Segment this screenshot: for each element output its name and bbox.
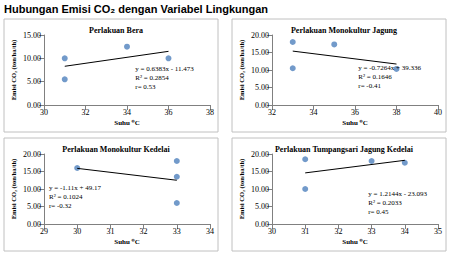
svg-text:36: 36 xyxy=(165,108,173,117)
svg-text:Perlakuan Monokultur Kedelai: Perlakuan Monokultur Kedelai xyxy=(62,145,170,154)
svg-text:R² = 0.2033: R² = 0.2033 xyxy=(368,199,402,207)
svg-text:38: 38 xyxy=(393,108,401,117)
svg-text:33: 33 xyxy=(173,227,181,236)
svg-text:0.00: 0.00 xyxy=(255,101,269,110)
svg-text:15.00: 15.00 xyxy=(23,167,41,176)
svg-text:38: 38 xyxy=(206,108,214,117)
svg-text:40: 40 xyxy=(434,108,442,117)
svg-text:20.00: 20.00 xyxy=(23,150,41,159)
svg-text:5.00: 5.00 xyxy=(255,202,269,211)
svg-text:35: 35 xyxy=(434,227,442,236)
svg-text:5.00: 5.00 xyxy=(27,202,41,211)
svg-text:31: 31 xyxy=(301,227,309,236)
svg-text:Suhu ⁰C: Suhu ⁰C xyxy=(114,238,139,246)
svg-text:0.00: 0.00 xyxy=(255,220,269,229)
svg-text:Suhu ⁰C: Suhu ⁰C xyxy=(342,238,367,246)
svg-text:15.00: 15.00 xyxy=(251,167,269,176)
svg-text:15.00: 15.00 xyxy=(23,31,41,40)
svg-text:32: 32 xyxy=(82,108,90,117)
svg-text:Emisi CO₂ (ton/ha/th): Emisi CO₂ (ton/ha/th) xyxy=(238,159,246,219)
svg-text:y = 0.6383x - 11.473: y = 0.6383x - 11.473 xyxy=(135,65,194,73)
svg-text:y = -0.7264x + 39.336: y = -0.7264x + 39.336 xyxy=(358,64,421,72)
svg-text:r= 0.53: r= 0.53 xyxy=(135,83,156,91)
svg-text:R² = 0.2854: R² = 0.2854 xyxy=(135,74,169,82)
svg-text:Hubungan Emisi CO₂ dengan Vari: Hubungan Emisi CO₂ dengan Variabel Lingk… xyxy=(4,3,268,15)
svg-text:0.00: 0.00 xyxy=(27,101,41,110)
svg-text:Perlakuan Tumpangsari Jagung K: Perlakuan Tumpangsari Jagung Kedelai xyxy=(275,145,414,154)
svg-text:5.00: 5.00 xyxy=(27,77,41,86)
svg-text:32: 32 xyxy=(334,227,342,236)
svg-text:10.00: 10.00 xyxy=(251,185,269,194)
svg-text:y = -1.11x + 49.17: y = -1.11x + 49.17 xyxy=(49,184,101,192)
svg-text:34: 34 xyxy=(401,227,409,236)
svg-text:31: 31 xyxy=(106,227,114,236)
svg-text:10.00: 10.00 xyxy=(23,54,41,63)
svg-text:Emisi CO₂ (ton/ha/th): Emisi CO₂ (ton/ha/th) xyxy=(10,159,18,219)
svg-text:0.00: 0.00 xyxy=(27,220,41,229)
svg-text:r= -0.32: r= -0.32 xyxy=(49,202,72,210)
svg-text:r= -0.41: r= -0.41 xyxy=(358,82,381,90)
svg-text:30: 30 xyxy=(268,227,276,236)
svg-text:20.00: 20.00 xyxy=(251,31,269,40)
svg-text:32: 32 xyxy=(140,227,148,236)
svg-text:33: 33 xyxy=(368,227,376,236)
svg-text:Suhu ⁰C: Suhu ⁰C xyxy=(114,119,139,127)
svg-text:15.00: 15.00 xyxy=(251,48,269,57)
svg-text:Perlakuan Monokultur Jagung: Perlakuan Monokultur Jagung xyxy=(291,26,397,35)
svg-text:Perlakuan Bera: Perlakuan Bera xyxy=(89,26,143,35)
svg-text:R² = 0.1024: R² = 0.1024 xyxy=(49,193,83,201)
svg-text:10.00: 10.00 xyxy=(251,66,269,75)
svg-text:R² = 0.1646: R² = 0.1646 xyxy=(358,73,392,81)
svg-text:36: 36 xyxy=(351,108,359,117)
svg-text:34: 34 xyxy=(310,108,318,117)
svg-text:r= 0.45: r= 0.45 xyxy=(368,208,389,216)
svg-text:20.00: 20.00 xyxy=(251,150,269,159)
svg-text:34: 34 xyxy=(123,108,131,117)
svg-text:10.00: 10.00 xyxy=(23,185,41,194)
svg-text:Suhu ⁰C: Suhu ⁰C xyxy=(342,119,367,127)
svg-text:5.00: 5.00 xyxy=(255,83,269,92)
svg-text:32: 32 xyxy=(268,108,276,117)
svg-text:y = 1.2144x - 23.093: y = 1.2144x - 23.093 xyxy=(368,190,427,198)
svg-text:29: 29 xyxy=(40,227,48,236)
svg-text:30: 30 xyxy=(40,108,48,117)
svg-text:Emisi CO₂ (ton/ha/th): Emisi CO₂ (ton/ha/th) xyxy=(10,40,18,100)
svg-text:Emisi CO₂ (ton/ha/th): Emisi CO₂ (ton/ha/th) xyxy=(238,40,246,100)
svg-text:34: 34 xyxy=(206,227,214,236)
svg-text:30: 30 xyxy=(73,227,81,236)
